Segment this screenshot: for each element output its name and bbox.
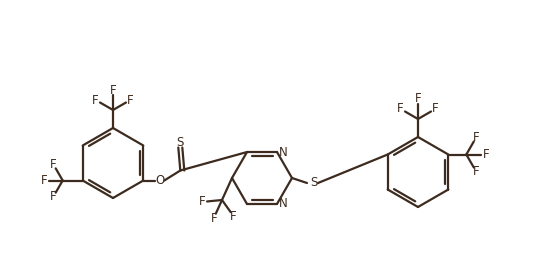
- Text: F: F: [92, 93, 99, 107]
- Text: N: N: [279, 146, 287, 159]
- Text: N: N: [279, 198, 287, 211]
- Text: F: F: [230, 210, 237, 223]
- Text: F: F: [473, 165, 480, 178]
- Text: F: F: [473, 131, 480, 144]
- Text: F: F: [127, 93, 134, 107]
- Text: S: S: [310, 176, 318, 189]
- Text: F: F: [483, 148, 490, 161]
- Text: F: F: [415, 92, 421, 105]
- Text: F: F: [211, 212, 217, 225]
- Text: F: F: [41, 174, 47, 187]
- Text: O: O: [156, 174, 165, 187]
- Text: F: F: [50, 191, 56, 204]
- Text: F: F: [199, 195, 205, 208]
- Text: F: F: [432, 102, 439, 115]
- Text: F: F: [110, 83, 116, 96]
- Text: S: S: [176, 136, 184, 149]
- Text: F: F: [398, 102, 404, 115]
- Text: F: F: [50, 157, 56, 170]
